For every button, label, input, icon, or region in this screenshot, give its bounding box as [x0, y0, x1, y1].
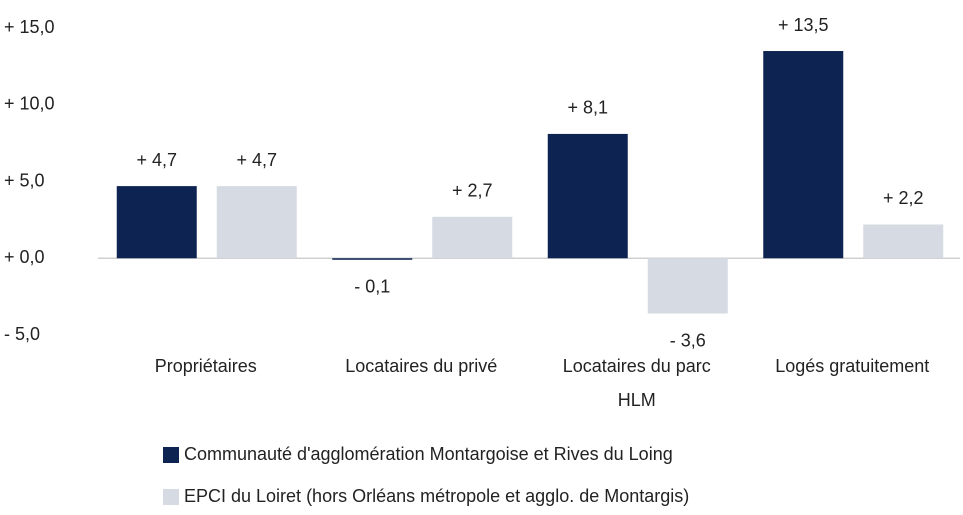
y-tick-label: + 15,0	[4, 17, 55, 37]
value-label: + 4,7	[236, 150, 277, 170]
y-tick-label: + 5,0	[4, 170, 45, 190]
y-tick-label: + 0,0	[4, 247, 45, 267]
value-label: + 2,7	[452, 181, 493, 201]
value-label: + 8,1	[567, 98, 608, 118]
legend-label: EPCI du Loiret (hors Orléans métropole e…	[184, 486, 689, 506]
bar	[332, 258, 413, 260]
bar	[547, 133, 628, 259]
x-tick-label: Logés gratuitement	[775, 356, 930, 376]
bar	[216, 186, 297, 259]
y-tick-label: + 10,0	[4, 94, 55, 114]
bar	[432, 216, 513, 259]
x-tick-label: Locataires du privé	[345, 356, 498, 376]
y-tick-label: - 5,0	[4, 324, 40, 344]
bar	[647, 258, 728, 314]
value-label: + 4,7	[136, 150, 177, 170]
legend-swatch	[163, 489, 179, 505]
value-label: - 0,1	[354, 277, 390, 297]
value-label: + 2,2	[883, 188, 924, 208]
bar	[763, 51, 844, 259]
value-label: - 3,6	[670, 330, 706, 350]
bar	[863, 224, 944, 259]
x-tick-label: Propriétaires	[154, 356, 257, 376]
legend-label: Communauté d'agglomération Montargoise e…	[184, 444, 673, 464]
x-tick-label: Locataires du parc HLM	[562, 356, 711, 410]
legend-swatch	[163, 447, 179, 463]
value-label: + 13,5	[778, 15, 829, 35]
bar	[116, 186, 197, 259]
